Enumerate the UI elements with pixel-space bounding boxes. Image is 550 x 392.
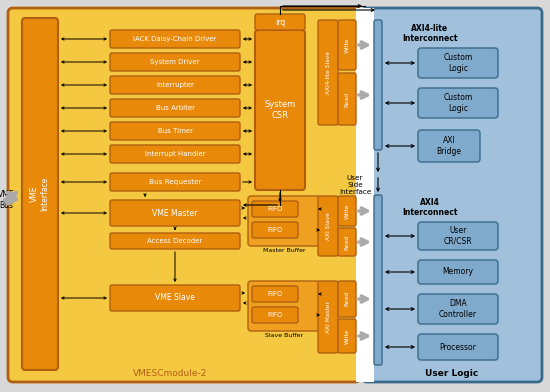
Text: AXI4-lite
Interconnect: AXI4-lite Interconnect xyxy=(402,24,458,44)
Text: VME Master: VME Master xyxy=(152,209,197,218)
Text: User
CR/CSR: User CR/CSR xyxy=(444,226,472,246)
Text: Memory: Memory xyxy=(443,267,474,276)
Text: irq: irq xyxy=(275,18,285,27)
FancyBboxPatch shape xyxy=(110,145,240,163)
FancyBboxPatch shape xyxy=(110,285,240,311)
FancyBboxPatch shape xyxy=(318,196,338,256)
Text: FIFO: FIFO xyxy=(267,227,283,233)
FancyBboxPatch shape xyxy=(338,20,356,70)
Text: Read: Read xyxy=(344,91,349,107)
Text: Access Decoder: Access Decoder xyxy=(147,238,202,244)
FancyBboxPatch shape xyxy=(356,8,374,382)
Text: Write: Write xyxy=(344,203,349,219)
FancyBboxPatch shape xyxy=(252,201,298,217)
Text: VME Slave: VME Slave xyxy=(155,294,195,303)
Text: Interrupter: Interrupter xyxy=(156,82,194,88)
FancyBboxPatch shape xyxy=(252,286,298,302)
Text: AXI4
Interconnect: AXI4 Interconnect xyxy=(402,198,458,218)
Text: AXI4-lite Slave: AXI4-lite Slave xyxy=(326,51,331,94)
FancyBboxPatch shape xyxy=(110,173,240,191)
FancyBboxPatch shape xyxy=(252,307,298,323)
Text: System Driver: System Driver xyxy=(150,59,200,65)
Text: AXI
Bridge: AXI Bridge xyxy=(437,136,461,156)
FancyBboxPatch shape xyxy=(248,281,320,331)
FancyBboxPatch shape xyxy=(374,20,382,150)
Text: Read: Read xyxy=(344,234,349,249)
Text: VME
Interface: VME Interface xyxy=(30,177,50,211)
Text: Write: Write xyxy=(344,328,349,344)
Text: Slave Buffer: Slave Buffer xyxy=(265,333,303,338)
Text: Master Buffer: Master Buffer xyxy=(263,248,305,253)
FancyBboxPatch shape xyxy=(338,228,356,256)
FancyBboxPatch shape xyxy=(110,53,240,71)
FancyBboxPatch shape xyxy=(362,8,542,382)
FancyBboxPatch shape xyxy=(418,334,498,360)
FancyBboxPatch shape xyxy=(418,48,498,78)
FancyBboxPatch shape xyxy=(252,222,298,238)
Text: VME
Bus: VME Bus xyxy=(0,190,14,210)
Text: Custom
Logic: Custom Logic xyxy=(443,53,472,73)
FancyBboxPatch shape xyxy=(22,18,58,370)
Text: FIFO: FIFO xyxy=(267,206,283,212)
FancyBboxPatch shape xyxy=(338,319,356,353)
Text: FIFO: FIFO xyxy=(267,291,283,297)
FancyBboxPatch shape xyxy=(110,200,240,226)
FancyBboxPatch shape xyxy=(110,30,240,48)
Text: Custom
Logic: Custom Logic xyxy=(443,93,472,113)
FancyBboxPatch shape xyxy=(418,130,480,162)
FancyBboxPatch shape xyxy=(338,281,356,317)
FancyBboxPatch shape xyxy=(255,30,305,190)
Text: Interrupt Handler: Interrupt Handler xyxy=(145,151,205,157)
FancyBboxPatch shape xyxy=(418,294,498,324)
FancyBboxPatch shape xyxy=(110,122,240,140)
Text: Read: Read xyxy=(344,292,349,307)
FancyBboxPatch shape xyxy=(8,8,360,382)
Text: AXI Master: AXI Master xyxy=(326,301,331,333)
Text: System
CSR: System CSR xyxy=(265,100,296,120)
FancyBboxPatch shape xyxy=(374,195,382,365)
FancyBboxPatch shape xyxy=(248,196,320,246)
FancyBboxPatch shape xyxy=(318,20,338,125)
Text: User Logic: User Logic xyxy=(425,369,478,378)
Text: IACK Daisy-Chain Driver: IACK Daisy-Chain Driver xyxy=(133,36,217,42)
Text: Bus Requester: Bus Requester xyxy=(148,179,201,185)
FancyBboxPatch shape xyxy=(338,73,356,125)
Text: User
Side
Interface: User Side Interface xyxy=(339,175,371,195)
Text: DMA
Controller: DMA Controller xyxy=(439,299,477,319)
Text: FIFO: FIFO xyxy=(267,312,283,318)
Text: Bus Arbiter: Bus Arbiter xyxy=(156,105,195,111)
Text: Processor: Processor xyxy=(439,343,476,352)
FancyBboxPatch shape xyxy=(338,196,356,226)
FancyBboxPatch shape xyxy=(418,260,498,284)
FancyBboxPatch shape xyxy=(110,99,240,117)
FancyBboxPatch shape xyxy=(110,233,240,249)
Text: Bus Timer: Bus Timer xyxy=(157,128,192,134)
Text: AXI Slave: AXI Slave xyxy=(326,212,331,240)
Text: VMESCmodule-2: VMESCmodule-2 xyxy=(133,369,207,378)
FancyBboxPatch shape xyxy=(255,14,305,30)
Text: Write: Write xyxy=(344,37,349,53)
FancyBboxPatch shape xyxy=(418,222,498,250)
FancyBboxPatch shape xyxy=(418,88,498,118)
FancyBboxPatch shape xyxy=(318,281,338,353)
FancyBboxPatch shape xyxy=(110,76,240,94)
